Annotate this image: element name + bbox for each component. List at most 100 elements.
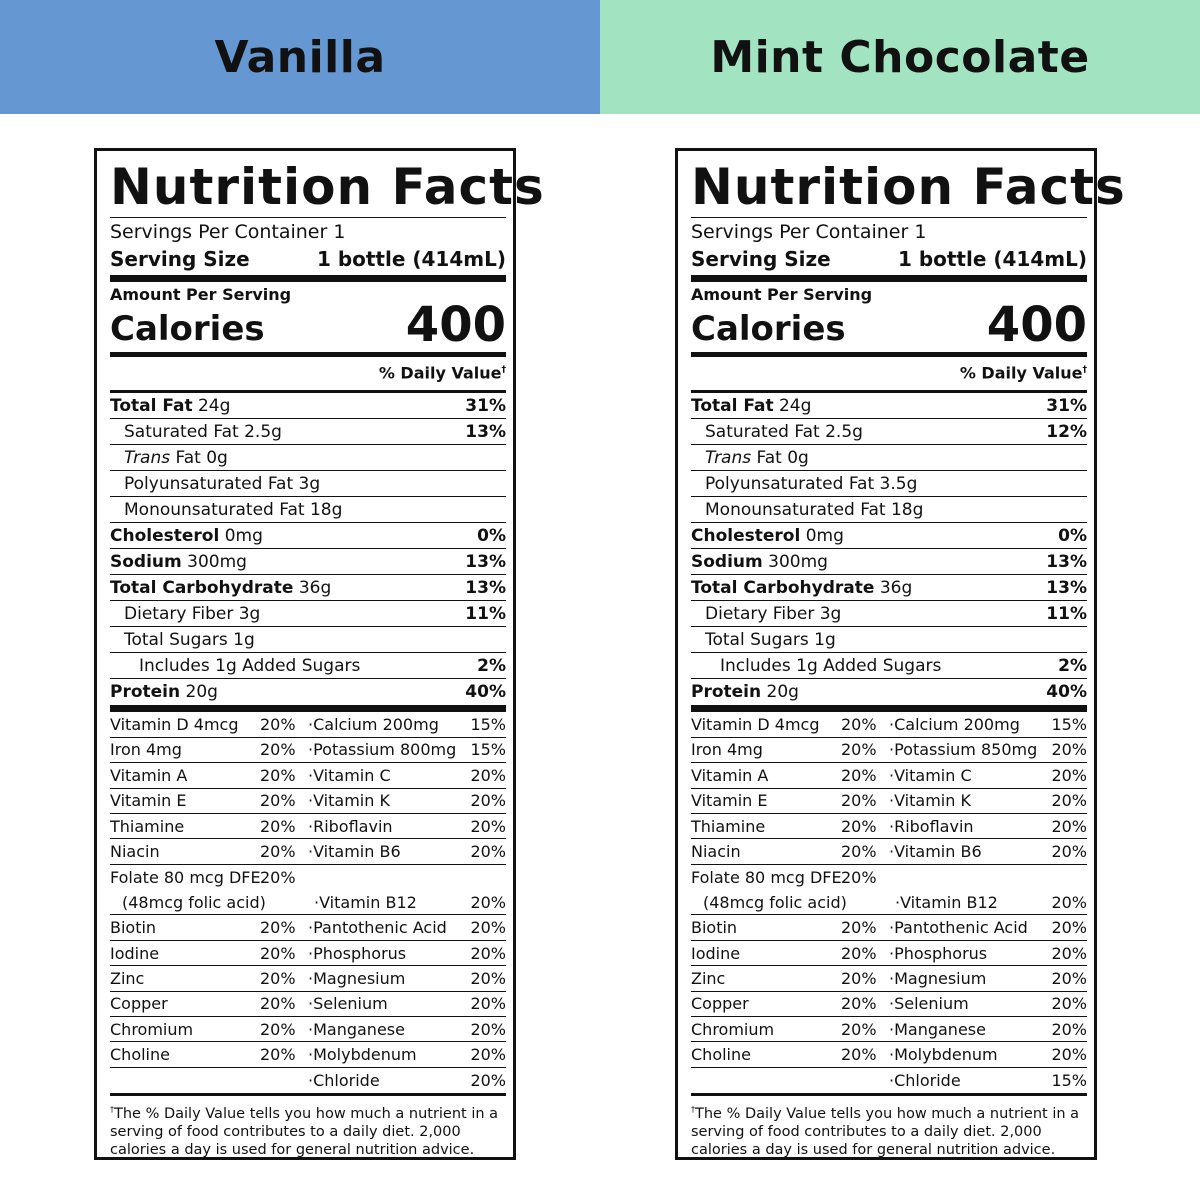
vanilla-header: Vanilla <box>0 0 600 114</box>
vitamin-row: Chromium 20% ·Manganese 20% <box>691 1017 1087 1043</box>
nutrient-amount: 20g <box>766 682 799 703</box>
nutrient-label: Sodium 300mg <box>691 552 828 572</box>
vanilla-header-title: Vanilla <box>214 31 386 83</box>
nutrient-row: Dietary Fiber 3g 11% <box>691 601 1087 628</box>
vitamin-pct: 20% <box>260 994 296 1014</box>
nutrient-daily-value: 40% <box>465 682 506 703</box>
nutrient-label: Trans Fat 0g <box>691 448 809 468</box>
vitamin-pct: 20% <box>260 740 296 760</box>
vitamin-row: Vitamin D 4mcg 20% ·Calcium 200mg 15% <box>691 712 1087 738</box>
nutrient-row: Total Carbohydrate 36g 13% <box>691 575 1087 602</box>
nutrient-name: Trans <box>705 447 752 468</box>
mineral-name: ·Selenium <box>889 994 969 1014</box>
nutrient-daily-value: 12% <box>1046 421 1087 442</box>
nutrient-amount: 3g <box>238 603 261 624</box>
nutrient-daily-value: 40% <box>1046 682 1087 703</box>
nutrient-daily-value: 31% <box>465 395 506 416</box>
vitamin-name: Vitamin A <box>691 765 769 785</box>
mint-chocolate-header: Mint Chocolate <box>600 0 1200 114</box>
vitamin-name: Vitamin E <box>691 791 768 811</box>
label-title: Nutrition Facts <box>691 158 1126 216</box>
nutrient-name: Total Fat <box>691 395 774 416</box>
daily-value-header: % Daily Value† <box>691 357 1087 386</box>
nutrient-row: Total Sugars 1g <box>691 627 1087 654</box>
nutrient-daily-value: 11% <box>1046 603 1087 624</box>
vitamin-row: ·Chloride 15% <box>691 1068 1087 1093</box>
vitamin-pct: 20% <box>260 1045 296 1065</box>
nutrient-label: Includes 1g Added Sugars <box>691 656 941 676</box>
mineral-name: ·Chloride <box>889 1070 961 1090</box>
vitamin-name: Vitamin D 4mcg <box>110 715 239 735</box>
mineral-pct: 20% <box>1051 1019 1087 1039</box>
vitamin-pct: 20% <box>260 1019 296 1039</box>
nutrient-name: Monounsaturated Fat <box>124 499 305 520</box>
nutrient-daily-value: 13% <box>1046 577 1087 598</box>
mineral-pct: 20% <box>1051 841 1087 861</box>
vitamin-name: Niacin <box>691 841 741 861</box>
nutrient-amount: Fat 0g <box>175 447 228 468</box>
nutrient-name: Dietary Fiber <box>705 603 815 624</box>
nutrient-row: Total Fat 24g 31% <box>691 393 1087 420</box>
vitamin-pct: 20% <box>260 791 296 811</box>
mineral-name: ·Vitamin B6 <box>889 841 982 861</box>
calories-value: 400 <box>405 297 506 353</box>
vitamin-pct: 20% <box>260 765 296 785</box>
mineral-pct: 20% <box>470 1070 506 1090</box>
nutrient-label: Saturated Fat 2.5g <box>110 422 282 442</box>
amount-per-serving: Amount Per Serving <box>691 285 873 304</box>
footnote: †The % Daily Value tells you how much a … <box>110 1101 506 1159</box>
nutrient-daily-value: 13% <box>465 421 506 442</box>
nutrient-label: Dietary Fiber 3g <box>691 604 841 624</box>
vitamin-pct: 20% <box>841 994 877 1014</box>
mineral-name: ·Vitamin K <box>308 791 390 811</box>
vitamin-pct: 20% <box>260 943 296 963</box>
nutrient-row: Saturated Fat 2.5g 13% <box>110 419 506 446</box>
mineral-pct: 15% <box>470 715 506 735</box>
nutrient-row: Polyunsaturated Fat 3g <box>110 471 506 498</box>
vitamin-pct: 20% <box>841 715 877 735</box>
nutrient-row: Polyunsaturated Fat 3.5g <box>691 471 1087 498</box>
nutrient-name: Total Fat <box>110 395 193 416</box>
vitamin-name: Choline <box>110 1045 170 1065</box>
mineral-pct: 20% <box>470 816 506 836</box>
vitamin-pct: 20% <box>841 740 877 760</box>
nutrient-row: Cholesterol 0mg 0% <box>691 523 1087 550</box>
nutrient-amount: 3.5g <box>879 473 918 494</box>
mineral-pct: 20% <box>470 918 506 938</box>
nutrient-name: Saturated Fat <box>705 421 820 442</box>
nutrient-label: Includes 1g Added Sugars <box>110 656 360 676</box>
nutrient-name: Includes 1g Added Sugars <box>139 655 361 676</box>
nutrient-amount: 0mg <box>805 525 844 546</box>
mineral-pct: 20% <box>470 968 506 988</box>
vitamin-pct: 20% <box>260 841 296 861</box>
calories-value: 400 <box>986 297 1087 353</box>
mineral-pct: 15% <box>1051 1070 1087 1090</box>
vitamin-row: Choline 20% ·Molybdenum 20% <box>691 1042 1087 1068</box>
mineral-name: ·Vitamin B6 <box>308 841 401 861</box>
vitamin-name: Vitamin D 4mcg <box>691 715 820 735</box>
mineral-pct: 20% <box>1051 791 1087 811</box>
mineral-name: ·Potassium 850mg <box>889 740 1038 760</box>
mineral-pct: 20% <box>470 994 506 1014</box>
nutrient-daily-value: 13% <box>465 577 506 598</box>
nutrition-label-body: Nutrition Facts Servings Per Container 1… <box>691 157 1126 1159</box>
servings-per-container: Servings Per Container 1 <box>110 221 346 243</box>
nutrient-amount: 36g <box>879 577 913 598</box>
nutrient-label: Cholesterol 0mg <box>110 526 263 546</box>
vitamin-row: Vitamin E 20% ·Vitamin K 20% <box>110 789 506 814</box>
mint-chocolate-nutrition-label: Nutrition Facts Servings Per Container 1… <box>675 148 1126 1160</box>
label-title: Nutrition Facts <box>110 158 545 216</box>
mineral-name: ·Phosphorus <box>308 943 407 963</box>
vitamin-name: Choline <box>691 1045 751 1065</box>
mineral-name: ·Pantothenic Acid <box>889 918 1028 938</box>
nutrient-label: Monounsaturated Fat 18g <box>110 500 342 520</box>
serving-size-row: Serving Size 1 bottle (414mL) <box>110 246 506 272</box>
nutrient-amount: 24g <box>197 395 231 416</box>
vitamin-row: Niacin 20% ·Vitamin B6 20% <box>691 839 1087 865</box>
calories-label: Calories <box>110 309 265 349</box>
mineral-name: ·Calcium 200mg <box>889 715 1020 735</box>
nutrient-name: Monounsaturated Fat <box>705 499 886 520</box>
mineral-name: ·Phosphorus <box>889 943 988 963</box>
vitamin-pct: 20% <box>841 918 877 938</box>
nutrient-row: Protein 20g 40% <box>110 679 506 705</box>
